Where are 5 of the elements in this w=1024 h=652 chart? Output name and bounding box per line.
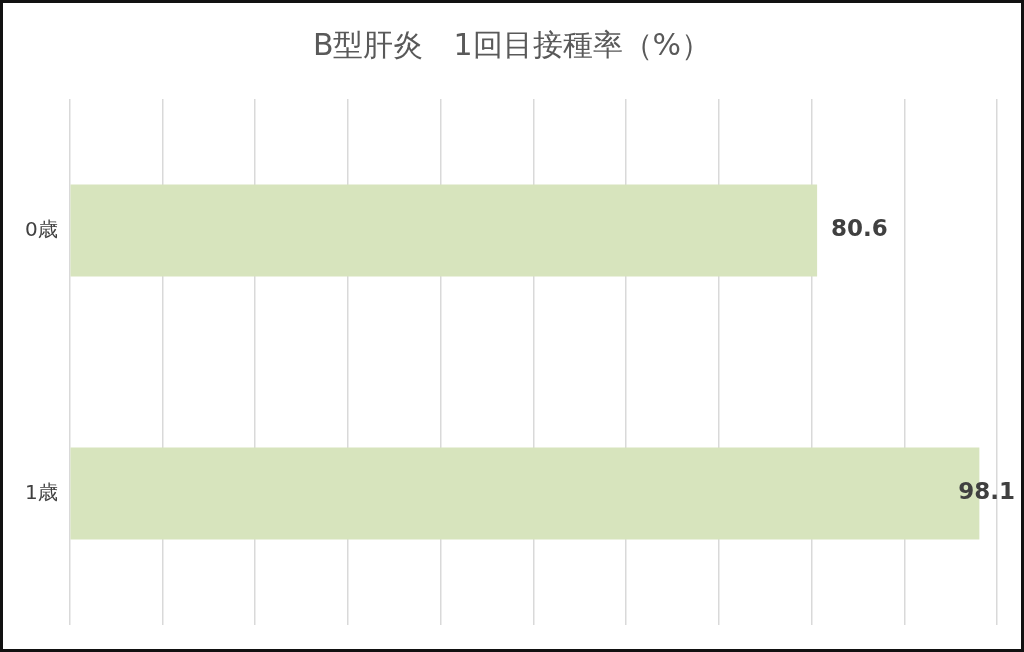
- data-label: 80.6: [831, 215, 888, 242]
- y-tick-label: 0歳: [24, 216, 58, 241]
- y-tick-label: 1歳: [24, 479, 58, 504]
- data-label: 98.1: [958, 478, 1015, 505]
- chart-title: B型肝炎 1回目接種率（%）: [311, 26, 713, 64]
